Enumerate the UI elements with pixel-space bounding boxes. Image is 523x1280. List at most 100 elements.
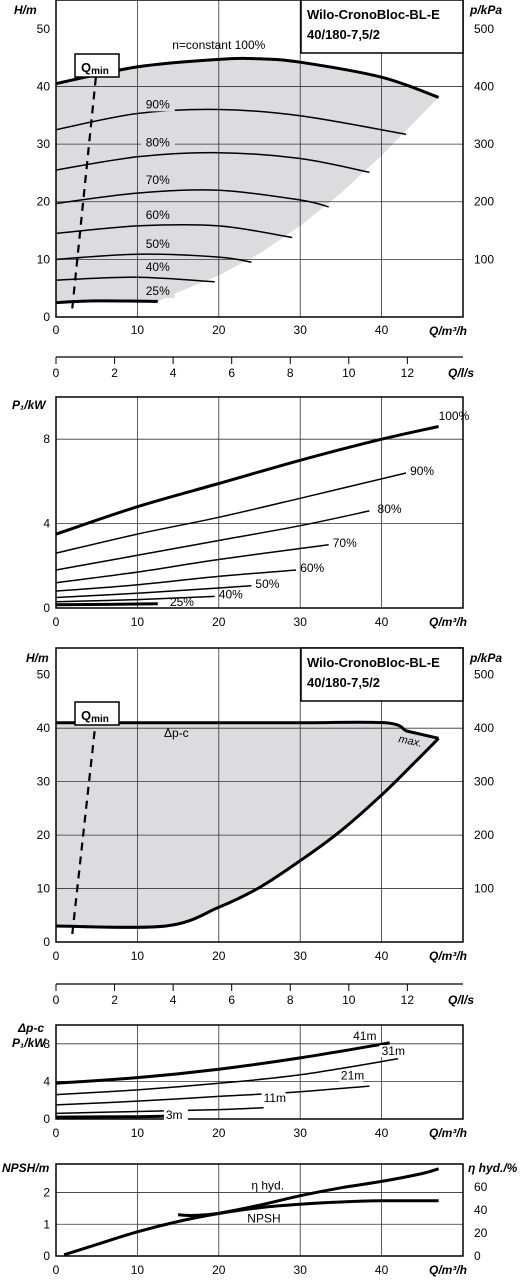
x-tick-label: 20	[212, 323, 226, 337]
x-axis-label: Q/m³/h	[429, 615, 467, 629]
ls-axis-1: 0 2 4 6 8 10 12 Q/l/s	[53, 356, 474, 380]
curve-label: NPSH	[247, 1212, 280, 1226]
y-tick-label: 40	[37, 721, 51, 735]
power-curve-25	[55, 602, 158, 607]
power-chart-2: Δp-c P₁/kW Q/m³/h 0 10 20 30 40 0 4 8 41m 31m 21m…	[12, 1021, 467, 1140]
power-curve-3m	[55, 1114, 166, 1119]
y-tick-label: 4	[43, 517, 50, 531]
chart-title-line2: 40/180-7,5/2	[307, 675, 380, 690]
x-tick-label: 0	[53, 323, 60, 337]
y-tick-label: 10	[37, 882, 51, 896]
power-chart-1: P₁/kW Q/m³/h 0 10 20 30 40 0 4 8 100% 90% 80% 70% 6…	[12, 396, 470, 629]
y-axis-right-label: p/kPa	[469, 3, 502, 17]
x-tick-label: 0	[53, 993, 60, 1007]
x-tick-label: 0	[53, 366, 60, 380]
qmin-box: Qmin	[74, 701, 120, 726]
curve-label-bg	[140, 98, 175, 112]
x-tick-label: 6	[228, 366, 235, 380]
curve-label: 25%	[170, 595, 194, 609]
x-tick-label: 6	[228, 993, 235, 1007]
power-curves	[55, 1041, 399, 1119]
x-tick-label: 10	[131, 323, 145, 337]
qmin-line	[71, 712, 98, 935]
x-tick-label: 40	[375, 615, 389, 629]
curve-label: 80%	[146, 135, 170, 149]
title-box: Wilo-CronoBloc-BL-E 40/180-7,5/2	[300, 647, 464, 702]
curve-label: 90%	[410, 464, 434, 478]
curve-90-	[56, 108, 407, 136]
y-tick-label: 0	[43, 1112, 50, 1126]
x-tick-label: 4	[170, 366, 177, 380]
y-tick-label: 1	[43, 1217, 50, 1231]
hq-chart-1: Wilo-CronoBloc-BL-E 40/180-7,5/2 Qmin H/…	[14, 0, 502, 338]
x-tick-label: 30	[294, 323, 308, 337]
y-axis-label: P₁/kW	[12, 1036, 47, 1050]
qmin-box: Qmin	[74, 53, 120, 78]
y-axis-right-label: η hyd./%	[468, 1161, 518, 1175]
x-tick-label: 0	[53, 1126, 60, 1140]
chart-frame	[55, 647, 464, 943]
x-tick-label: 0	[53, 615, 60, 629]
x-tick-label: 8	[287, 366, 294, 380]
y-right-tick-label: 60	[474, 1180, 488, 1194]
y-right-tick-label: 40	[474, 1203, 488, 1217]
curve-label: 40%	[146, 260, 170, 274]
operating-area-fill	[56, 722, 439, 928]
chart-frame	[55, 0, 464, 318]
y-tick-label: 0	[43, 1249, 50, 1263]
y-right-tick-label: 100	[474, 882, 494, 896]
curve-labels: 41m 31m 21m 11m 3m	[163, 1029, 405, 1122]
x-tick-label: 8	[287, 993, 294, 1007]
curve-label: 80%	[378, 502, 402, 516]
curve-label: 3m	[166, 1108, 183, 1122]
curve-label: 31m	[382, 1044, 405, 1058]
x-tick-label: 30	[294, 1263, 308, 1277]
power-curve-11m	[55, 1106, 264, 1115]
curve-70-	[56, 189, 329, 208]
power-curve-31m	[55, 1058, 399, 1096]
curve-label: 40%	[219, 588, 243, 602]
curve-label: 60%	[146, 208, 170, 222]
hq-chart-2: Wilo-CronoBloc-BL-E 40/180-7,5/2 Qmin H/…	[26, 647, 502, 963]
curve-n-constant-100-	[56, 56, 440, 99]
curve-25-	[56, 299, 158, 305]
ls-axis-2: 0 2 4 6 8 10 12 Q/l/s	[53, 983, 474, 1007]
power-curve-50	[55, 585, 252, 599]
curve-label-bg	[140, 260, 175, 274]
chart-title-line1: Wilo-CronoBloc-BL-E	[307, 655, 440, 670]
y-tick-label: 0	[43, 935, 50, 949]
y-right-tick-label: 0	[474, 1249, 481, 1263]
curve-label: 50%	[255, 577, 279, 591]
title-box: Wilo-CronoBloc-BL-E 40/180-7,5/2	[300, 0, 464, 54]
npsh-efficiency-chart: NPSH/m η hyd./% Q/m³/h 0 10 20 30 4001202040…	[2, 1161, 518, 1277]
npsh-curve	[178, 1167, 440, 1217]
curve-label-bg	[351, 1030, 376, 1043]
curve-label: 70%	[333, 536, 357, 550]
x-tick-label: 10	[131, 615, 145, 629]
x-tick-label: 10	[342, 366, 356, 380]
y-tick-label: 40	[37, 79, 51, 93]
curve-label: 25%	[146, 284, 170, 298]
curve-label-bg	[140, 285, 175, 299]
curve-40-	[56, 276, 215, 283]
y-axis-label: H/m	[26, 651, 49, 665]
y-tick-label: 2	[43, 1186, 50, 1200]
x-axis-label: Q/m³/h	[429, 1263, 467, 1277]
dpc-curve	[55, 720, 407, 733]
chart-title-line1: Wilo-CronoBloc-BL-E	[307, 7, 440, 22]
y-right-tick-label: 100	[474, 252, 494, 266]
max-annotation: max.	[397, 733, 423, 750]
x-tick-label: 2	[111, 366, 118, 380]
y-tick-label: 8	[43, 432, 50, 446]
curve-labels: n=constant 100% 90% 80% 70% 60% 50% 40% 25%	[140, 38, 266, 299]
efficiency-curve	[63, 1199, 439, 1257]
y-tick-label: 50	[37, 668, 51, 682]
x-axis-label: Q/m³/h	[429, 949, 467, 963]
speed-curves	[56, 56, 440, 305]
curve-label: η hyd.	[251, 1178, 284, 1192]
x-tick-label: 12	[401, 993, 415, 1007]
